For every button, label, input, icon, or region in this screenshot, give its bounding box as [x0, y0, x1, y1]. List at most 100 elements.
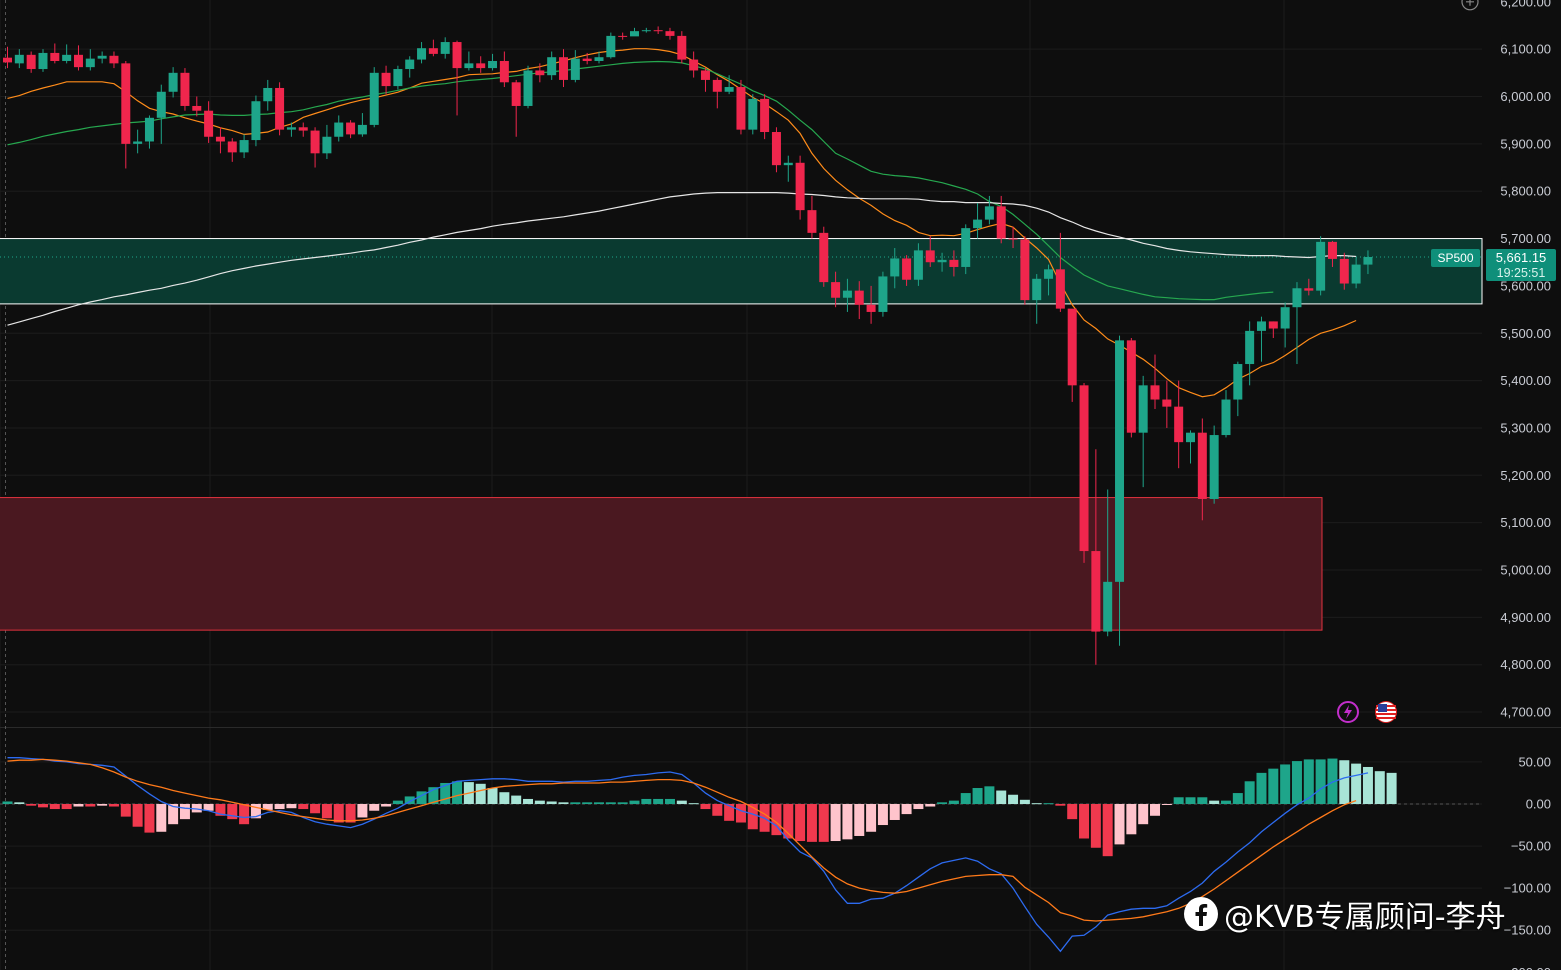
macd-histogram-bar — [688, 803, 699, 805]
macd-histogram-bar — [1232, 793, 1243, 804]
macd-histogram-bar — [523, 798, 534, 804]
candle-body — [62, 54, 72, 61]
candle-body — [736, 87, 746, 130]
macd-histogram-bar — [1256, 772, 1267, 804]
candle-body — [156, 91, 166, 118]
macd-histogram-bar — [416, 791, 427, 804]
candle-body — [724, 87, 734, 92]
macd-histogram-bar — [227, 804, 238, 820]
macd-histogram-bar — [1327, 758, 1338, 804]
macd-histogram-bar — [1209, 800, 1220, 804]
macd-histogram-bar — [996, 790, 1007, 804]
candle-body — [204, 110, 214, 137]
macd-histogram-bar — [1138, 804, 1149, 825]
candle-body — [748, 98, 758, 130]
candle-body — [1044, 269, 1054, 279]
candle-body — [357, 124, 367, 135]
macd-histogram-bar — [534, 800, 545, 804]
candle-body — [700, 70, 710, 80]
macd-histogram-bar — [1019, 799, 1030, 804]
macd-histogram-bar — [1244, 781, 1255, 804]
us-flag-icon[interactable] — [1375, 701, 1397, 723]
candle-body — [275, 87, 285, 130]
macd-histogram-bar — [877, 804, 888, 826]
macd-histogram-bar — [676, 800, 687, 804]
macd-histogram-bar — [262, 804, 273, 810]
candle-body — [984, 206, 994, 220]
price-axis-label: 6,000.00 — [1500, 89, 1551, 104]
candle-body — [677, 35, 687, 60]
price-axis-label: 5,100.00 — [1500, 515, 1551, 530]
macd-histogram-bar — [712, 804, 723, 816]
macd-histogram-bar — [1197, 797, 1208, 804]
macd-histogram-bar — [1280, 764, 1291, 804]
candle-body — [1055, 269, 1065, 309]
macd-histogram-bar — [913, 804, 924, 810]
macd-histogram-bar — [570, 802, 581, 804]
macd-histogram-bar — [605, 802, 616, 804]
macd-histogram-bar — [14, 802, 25, 804]
candle-body — [1020, 239, 1030, 301]
candle-body — [1008, 238, 1018, 240]
macd-histogram-bar — [452, 781, 463, 804]
macd-histogram-bar — [1090, 804, 1101, 848]
candle-body — [1292, 288, 1302, 308]
candle-body — [144, 117, 154, 142]
macd-histogram-bar — [617, 802, 628, 804]
candle-body — [488, 60, 498, 69]
macd-histogram-bar — [925, 804, 936, 807]
price-axis-label: 5,300.00 — [1500, 420, 1551, 435]
candle-body — [1280, 307, 1290, 329]
candle-body — [795, 162, 805, 211]
last-price: 5,661.15 — [1495, 250, 1547, 265]
macd-histogram-bar — [1055, 804, 1066, 806]
candle-body — [50, 52, 60, 61]
price-axis-label: 5,400.00 — [1500, 373, 1551, 388]
macd-histogram-bar — [310, 804, 321, 814]
candle-body — [606, 35, 616, 58]
moving-average-2 — [7, 60, 1274, 301]
macd-histogram-bar — [1339, 760, 1350, 804]
candle-body — [1162, 399, 1172, 407]
candle-body — [807, 210, 817, 233]
candle-body — [973, 219, 983, 229]
candle-body — [298, 127, 308, 131]
candle-body — [440, 42, 450, 54]
macd-histogram-bar — [1173, 797, 1184, 804]
candle-body — [1079, 385, 1089, 552]
macd-histogram-bar — [392, 800, 403, 804]
price-axis-label: 5,000.00 — [1500, 563, 1551, 578]
candle-body — [523, 70, 533, 106]
macd-histogram-bar — [274, 804, 285, 810]
candle-body — [381, 72, 391, 87]
candle-body — [452, 42, 462, 69]
macd-histogram-bar — [582, 802, 593, 804]
macd-histogram-bar — [948, 800, 959, 804]
macd-histogram-bar — [818, 804, 829, 842]
macd-histogram-bar — [49, 804, 60, 810]
candle-body — [712, 79, 722, 92]
candle-body — [1316, 241, 1326, 291]
price-axis-label: 4,900.00 — [1500, 610, 1551, 625]
macd-axis-label: −100.00 — [1504, 881, 1551, 896]
macd-histogram-bar — [487, 788, 498, 804]
flash-icon[interactable] — [1337, 701, 1359, 723]
macd-axis-label: −50.00 — [1511, 839, 1551, 854]
macd-histogram-bar — [1362, 766, 1373, 804]
candle-body — [1197, 432, 1207, 499]
macd-line — [7, 757, 1369, 953]
macd-histogram-bar — [345, 804, 356, 823]
candle-body — [1138, 385, 1148, 433]
bar-countdown: 19:25:51 — [1496, 266, 1546, 280]
macd-histogram-bar — [333, 804, 344, 823]
macd-histogram-bar — [1031, 803, 1042, 805]
candle-body — [464, 63, 474, 69]
macd-histogram-bar — [795, 804, 806, 842]
candle-body — [547, 57, 557, 76]
macd-histogram-bar — [1268, 768, 1279, 804]
candle-body — [393, 69, 403, 87]
candle-body — [73, 54, 83, 68]
macd-histogram-bar — [806, 804, 817, 842]
macd-histogram-bar — [1386, 772, 1397, 804]
